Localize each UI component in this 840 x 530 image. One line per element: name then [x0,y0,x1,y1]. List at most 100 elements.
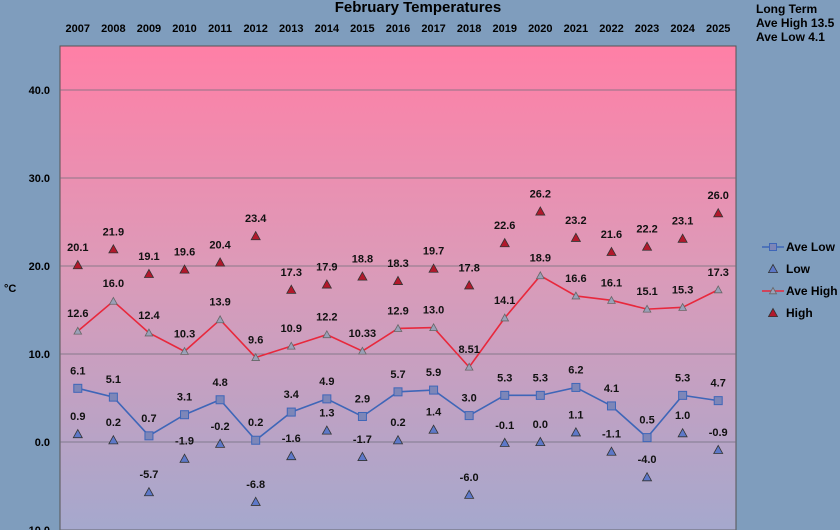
data-label-high: 23.1 [672,216,693,228]
data-label-high: 21.6 [601,229,622,241]
point-high [606,246,617,256]
point-ave-low [322,394,332,404]
data-label-low: -6.8 [246,479,265,491]
point-ave-high [713,285,723,294]
x-tick-label: 2017 [421,23,445,35]
y-tick-label: -10.0 [25,525,50,530]
point-low [463,489,475,499]
data-label-ave-high: 13.0 [423,305,444,317]
data-label-low: -6.0 [460,472,479,484]
point-ave-high [606,295,616,304]
point-ave-high [642,304,652,313]
data-label-high: 22.6 [494,220,515,232]
legend-entry: Low [767,262,811,276]
data-label-ave-low: 3.1 [177,392,192,404]
point-ave-low [642,433,652,443]
data-label-low: -4.0 [638,454,657,466]
data-label-low: -1.9 [175,436,194,448]
point-ave-low [357,411,367,421]
point-low [250,496,261,506]
data-label-ave-low: 2.9 [355,393,370,405]
point-ave-high [108,296,118,305]
point-ave-high [215,315,225,324]
x-tick-label: 2019 [492,23,516,35]
x-tick-label: 2010 [172,23,196,35]
point-ave-low [571,382,581,392]
point-ave-low [429,385,439,395]
y-tick-label: 40.0 [29,85,50,97]
x-tick-label: 2022 [599,23,623,35]
x-axis-ticks: 2007 2008 2009 2010 2011 2012 2013 2014 2015 2016… [66,23,731,35]
legend-marker [767,263,779,274]
point-low [428,424,439,434]
note-line: Ave Low 4.1 [756,30,825,44]
data-label-high: 17.9 [316,261,337,273]
point-ave-low [215,395,225,405]
data-label-high: 18.8 [352,254,373,266]
point-ave-low [713,396,723,406]
data-label-high: 26.2 [530,188,551,200]
point-ave-high [357,346,367,355]
point-ave-high [464,362,474,371]
data-label-ave-low: 4.8 [212,377,227,389]
data-label-ave-high: 17.3 [707,267,728,279]
data-label-ave-low: 4.9 [319,376,334,388]
point-ave-high [251,352,261,361]
data-label-low: -5.7 [139,469,158,481]
data-label-low: -0.1 [495,420,514,432]
point-low [321,425,333,435]
data-label-ave-high: 13.9 [209,297,230,309]
point-low [108,434,119,445]
point-ave-low [73,383,83,393]
point-ave-low [678,390,688,400]
point-low [357,451,368,461]
legend: Ave Low Low Ave High High [762,240,838,320]
point-high [143,268,155,278]
point-high [570,232,582,242]
data-label-high: 19.7 [423,246,444,258]
point-ave-high [429,322,439,332]
data-label-high: 19.6 [174,247,195,259]
point-ave-high [393,323,403,332]
data-label-ave-high: 8.51 [458,344,479,356]
point-high [463,280,475,290]
point-high [428,263,439,273]
x-tick-label: 2021 [564,23,588,35]
point-high [499,237,510,248]
plot-area [59,45,737,530]
point-ave-low [108,392,118,402]
x-tick-label: 2015 [350,23,374,35]
data-label-ave-high: 18.9 [530,253,551,265]
legend-marker [768,286,778,295]
x-tick-label: 2011 [208,23,232,35]
y-axis-label: °C [4,283,16,295]
data-label-ave-low: 5.3 [675,372,690,384]
point-ave-high [678,302,688,311]
data-label-ave-high: 12.6 [67,308,88,320]
data-label-ave-low: 6.2 [568,364,583,376]
data-label-ave-low: 4.7 [711,378,726,390]
data-label-ave-low: 4.1 [604,383,619,395]
point-high [677,233,688,243]
point-ave-high [535,271,545,280]
point-ave-high [180,346,190,355]
legend-marker [767,307,779,318]
point-low [286,450,297,461]
point-high [357,271,368,281]
data-label-ave-low: 0.2 [248,417,263,429]
data-label-ave-low: 3.4 [284,389,300,401]
data-label-ave-low: 6.1 [70,365,85,377]
data-label-low: 1.3 [319,408,334,420]
data-label-high: 20.1 [67,242,88,254]
data-label-ave-low: 5.7 [390,369,405,381]
y-tick-label: 20.0 [29,261,50,273]
x-tick-label: 2023 [635,23,659,35]
legend-marker [769,243,777,251]
point-low [606,446,617,456]
data-label-ave-low: 5.3 [497,372,512,384]
point-ave-high [286,341,296,350]
point-ave-low [535,390,545,400]
point-ave-high [322,330,332,339]
data-label-low: -1.7 [353,434,372,446]
